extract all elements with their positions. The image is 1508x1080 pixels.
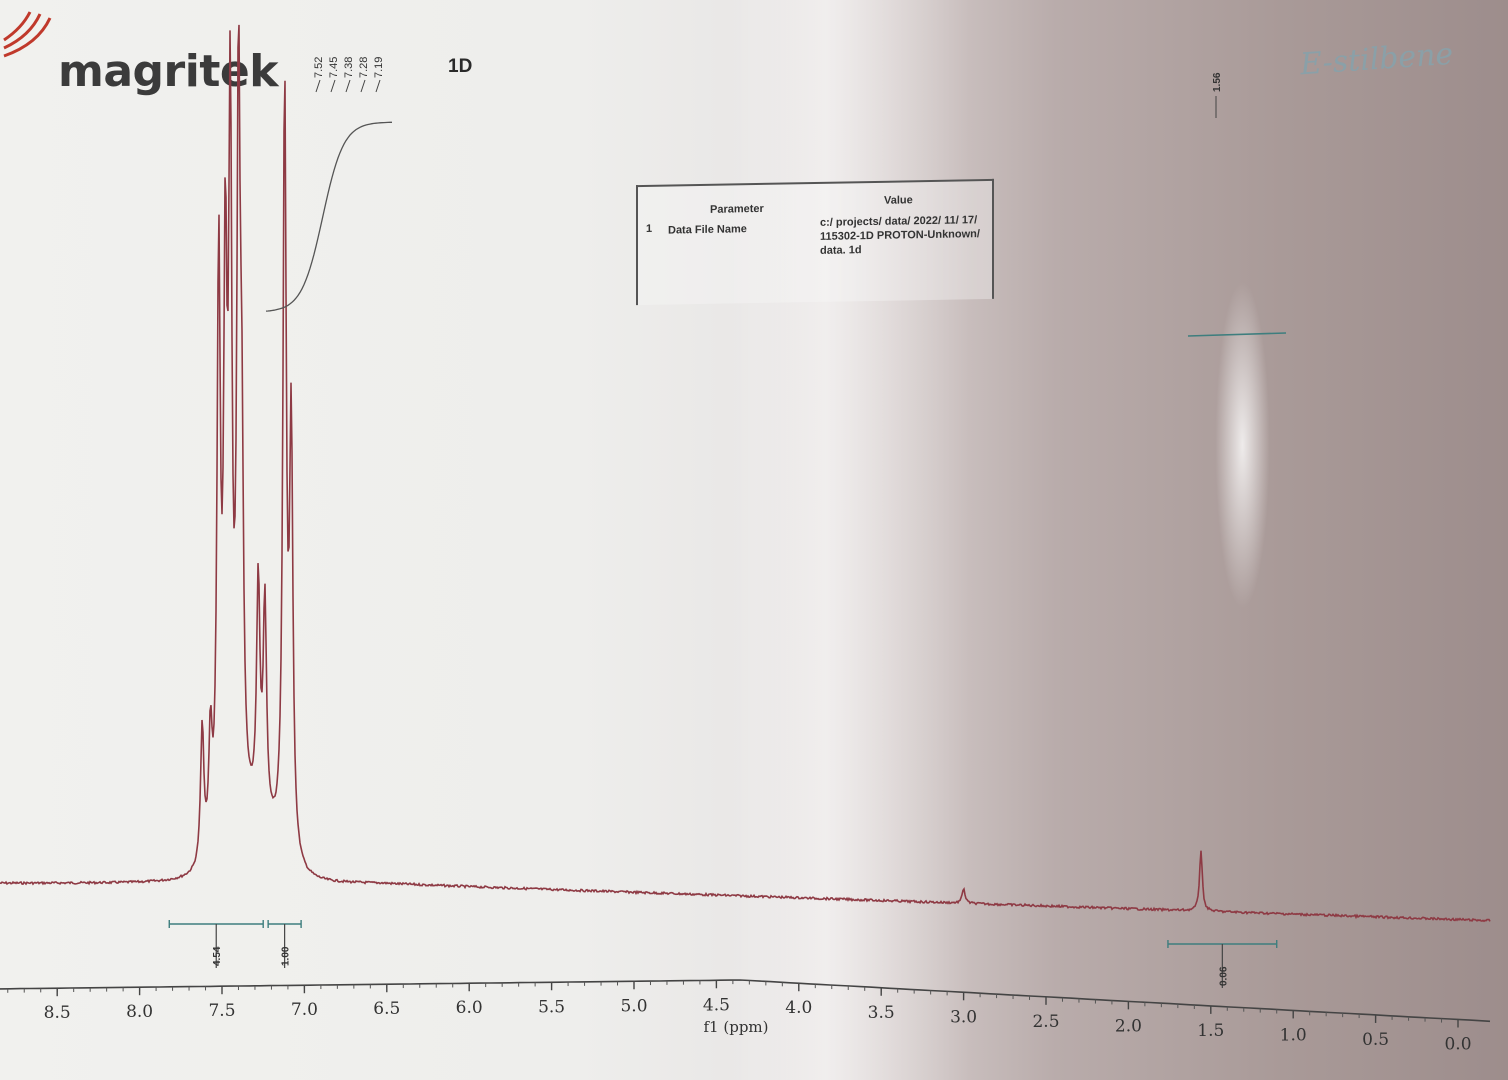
x-tick-label: 0.5 bbox=[1362, 1030, 1389, 1050]
peak-label-leader bbox=[375, 79, 381, 93]
peak-label-leader bbox=[330, 79, 336, 93]
peak-label-leader bbox=[360, 79, 366, 93]
peak-label: 7.45 bbox=[328, 57, 340, 78]
x-tick-label: 1.0 bbox=[1280, 1025, 1307, 1045]
x-tick-label: 3.5 bbox=[868, 1003, 895, 1023]
x-tick-label: 8.0 bbox=[126, 1002, 153, 1022]
x-axis-line bbox=[0, 979, 1491, 1023]
x-tick-label: 3.0 bbox=[950, 1007, 977, 1027]
x-tick-label: 2.5 bbox=[1032, 1012, 1059, 1032]
integral-curve-flat bbox=[1187, 332, 1287, 337]
peak-label-leader bbox=[345, 79, 351, 93]
x-axis-label: f1 (ppm) bbox=[704, 1018, 769, 1036]
x-tick-label: 5.0 bbox=[620, 996, 647, 1016]
integral-bracket: 0.06 bbox=[1167, 940, 1278, 988]
x-tick-label: 1.5 bbox=[1197, 1021, 1224, 1041]
integral-curve bbox=[265, 121, 392, 312]
peak-label: 7.38 bbox=[343, 57, 355, 78]
integral-group: 4.54 1.00 0.06 bbox=[168, 920, 1278, 988]
x-tick-label: 7.5 bbox=[208, 1001, 235, 1021]
x-tick-label: 6.5 bbox=[373, 999, 400, 1019]
brand-logo: magritek bbox=[58, 46, 278, 97]
peak-label: 1.56 bbox=[1212, 72, 1223, 92]
integral-bracket: 4.54 bbox=[168, 920, 264, 968]
integral-value: 4.54 bbox=[212, 946, 223, 966]
integral-value: 0.06 bbox=[1218, 966, 1229, 986]
peak-label-leader bbox=[315, 79, 321, 93]
signal-arcs-icon bbox=[3, 11, 52, 58]
x-tick-label: 4.5 bbox=[703, 995, 730, 1015]
peak-label-group: 7.52 7.45 7.38 7.28 7.19 1.56 bbox=[313, 57, 1223, 118]
x-tick-label: 7.0 bbox=[291, 1000, 318, 1020]
x-tick-label: 2.0 bbox=[1115, 1016, 1142, 1036]
integral-value: 1.00 bbox=[281, 946, 292, 966]
spectrum-line bbox=[0, 24, 1491, 923]
x-tick-label: 8.5 bbox=[44, 1003, 71, 1023]
x-tick-label: 5.5 bbox=[538, 997, 565, 1017]
x-axis-group: 9.08.58.07.57.06.56.05.55.04.54.03.53.02… bbox=[0, 979, 1491, 1054]
peak-label: 7.19 bbox=[373, 57, 385, 78]
x-tick-label: 0.0 bbox=[1444, 1034, 1471, 1054]
x-tick-label: 4.0 bbox=[785, 998, 812, 1018]
spectrum-trace-group bbox=[0, 24, 1491, 923]
integral-bracket: 1.00 bbox=[267, 920, 302, 968]
peak-label: 7.52 bbox=[313, 57, 325, 78]
experiment-label: 1D bbox=[448, 56, 473, 77]
x-tick-label: 6.0 bbox=[456, 998, 483, 1018]
peak-label: 7.28 bbox=[358, 57, 370, 78]
